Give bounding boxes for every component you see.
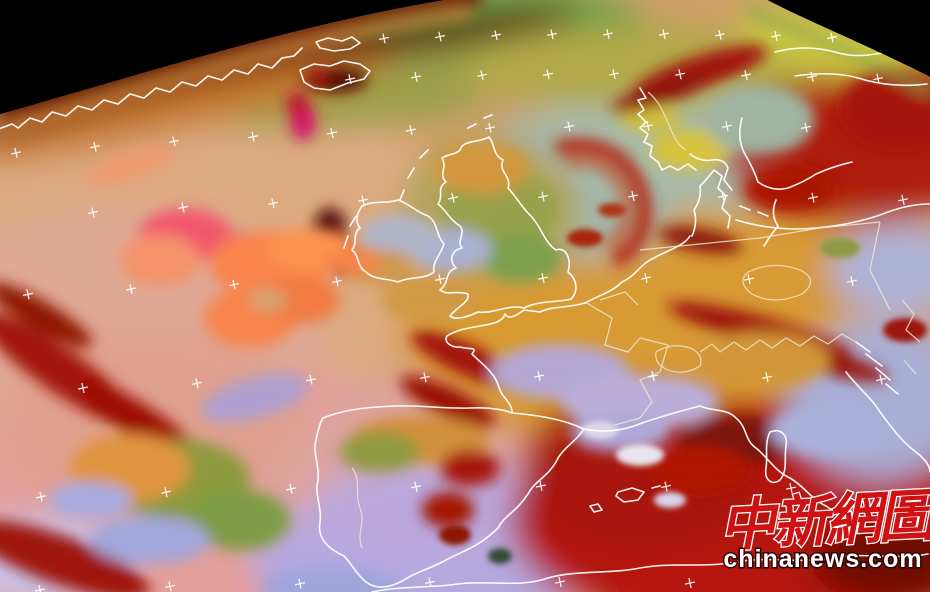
graticule-cross (191, 378, 203, 389)
graticule-cross (740, 70, 752, 81)
graticule-cross (542, 69, 554, 80)
graticule-cross (537, 191, 549, 202)
watermark: 中新網圖 chinanews.com (716, 482, 930, 575)
graticule-cross (627, 190, 639, 202)
graticule-cross (285, 483, 297, 494)
graticule-cross (647, 371, 659, 382)
graticule-cross (160, 487, 172, 498)
graticule-cross (125, 283, 137, 295)
graticule-cross (247, 131, 259, 142)
graticule-cross (761, 372, 773, 383)
graticule-cross (490, 30, 502, 41)
graticule-cross (10, 147, 22, 158)
graticule-cross (34, 585, 46, 592)
graticule-cross (405, 125, 417, 136)
graticule-cross (785, 483, 797, 494)
graticule-cross (331, 276, 343, 287)
graticule-cross (89, 141, 101, 152)
graticule-cross (684, 577, 696, 589)
graticule-cross (714, 29, 726, 40)
graticule-cross (717, 191, 729, 202)
graticule-cross (546, 29, 558, 40)
watermark-cn-text: 中新網圖 (717, 483, 930, 560)
graticule-cross (872, 73, 884, 84)
graticule-cross (533, 371, 545, 382)
graticule-cross (447, 192, 459, 203)
graticule-cross (658, 29, 670, 40)
graticule-cross (484, 122, 496, 133)
graticule-cross (228, 279, 240, 290)
graticule-cross (87, 207, 99, 218)
graticule-cross (410, 71, 422, 82)
graticule-cross (305, 374, 317, 385)
graticule-cross (640, 273, 652, 284)
graticule-cross (602, 28, 614, 40)
graticule-cross (410, 481, 422, 492)
graticule-cross (800, 122, 812, 133)
ash-plume (86, 147, 382, 348)
graticule-cross (35, 491, 47, 502)
graticule-cross (424, 577, 436, 588)
graticule-cross (537, 273, 549, 284)
graticule-cross (164, 581, 176, 592)
coastlines (0, 36, 930, 592)
graticule-cross (22, 289, 34, 300)
graticule-cross (434, 274, 446, 285)
graticule-cross (642, 120, 654, 132)
graticule-cross (419, 372, 431, 383)
graticule-cross (608, 68, 620, 80)
graticule-cross (378, 33, 390, 44)
graticule-cross (434, 31, 446, 42)
graticule-cross (344, 74, 356, 85)
graticule-cross (554, 577, 566, 588)
graticule-cross (807, 192, 819, 203)
country-borders (351, 91, 921, 549)
graticule-cross (721, 121, 733, 132)
watermark-en-text: chinanews.com (723, 545, 922, 573)
graticule-cross (846, 276, 858, 287)
graticule-cross (806, 71, 818, 82)
graticule-cross (897, 194, 909, 205)
graticule-cross (168, 136, 180, 147)
graticule-cross (77, 383, 89, 394)
graticule-cross (743, 274, 755, 285)
graticule-cross (357, 195, 369, 206)
cloud-specks (439, 203, 927, 564)
graticule-cross (875, 374, 887, 385)
graticule-cross (660, 481, 672, 492)
graticule-cross (177, 202, 189, 213)
graticule-cross (535, 480, 547, 492)
graticule-cross (826, 32, 838, 43)
graticule-cross (294, 578, 306, 589)
graticule-overlay (10, 28, 909, 592)
graticule-cross (674, 69, 686, 80)
graticule-cross (267, 198, 279, 209)
graticule-cross (770, 30, 782, 41)
graticule-cross (476, 70, 488, 81)
graticule-cross (563, 121, 575, 132)
graticule-cross (326, 127, 338, 139)
